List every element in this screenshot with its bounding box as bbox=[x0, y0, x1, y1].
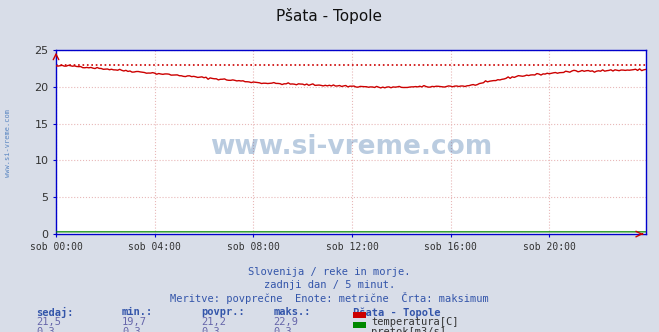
Text: www.si-vreme.com: www.si-vreme.com bbox=[5, 109, 11, 177]
Text: 0,3: 0,3 bbox=[36, 327, 55, 332]
Text: povpr.:: povpr.: bbox=[201, 307, 244, 317]
Text: Slovenija / reke in morje.: Slovenija / reke in morje. bbox=[248, 267, 411, 277]
Text: maks.:: maks.: bbox=[273, 307, 311, 317]
Text: min.:: min.: bbox=[122, 307, 153, 317]
Text: temperatura[C]: temperatura[C] bbox=[371, 317, 459, 327]
Text: Meritve: povprečne  Enote: metrične  Črta: maksimum: Meritve: povprečne Enote: metrične Črta:… bbox=[170, 292, 489, 304]
Text: 0,3: 0,3 bbox=[122, 327, 140, 332]
Text: pretok[m3/s]: pretok[m3/s] bbox=[371, 327, 446, 332]
Text: Pšata - Topole: Pšata - Topole bbox=[353, 307, 440, 318]
Text: www.si-vreme.com: www.si-vreme.com bbox=[210, 134, 492, 160]
Text: 21,5: 21,5 bbox=[36, 317, 61, 327]
Text: 19,7: 19,7 bbox=[122, 317, 147, 327]
Text: zadnji dan / 5 minut.: zadnji dan / 5 minut. bbox=[264, 280, 395, 290]
Text: Pšata - Topole: Pšata - Topole bbox=[277, 8, 382, 24]
Text: 21,2: 21,2 bbox=[201, 317, 226, 327]
Text: sedaj:: sedaj: bbox=[36, 307, 74, 318]
Text: 0,3: 0,3 bbox=[273, 327, 292, 332]
Text: 0,3: 0,3 bbox=[201, 327, 219, 332]
Text: 22,9: 22,9 bbox=[273, 317, 299, 327]
